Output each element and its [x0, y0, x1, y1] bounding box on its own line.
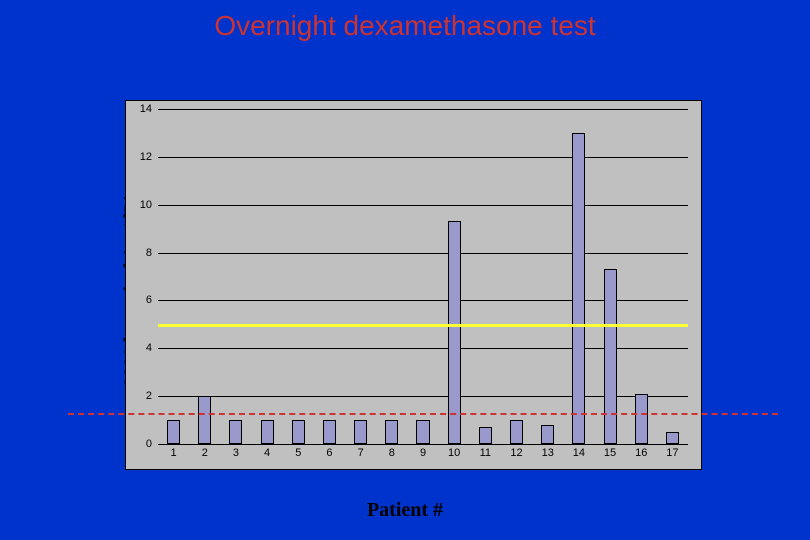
gridline	[158, 205, 688, 206]
y-tick-label: 2	[146, 390, 158, 402]
x-tick-label: 2	[202, 444, 208, 459]
plot-area: 024681012141234567891011121314151617	[158, 109, 688, 444]
y-tick-label: 12	[140, 151, 158, 163]
y-tick-label: 6	[146, 294, 158, 306]
bar	[448, 221, 461, 444]
x-tick-label: 5	[295, 444, 301, 459]
x-tick-label: 14	[573, 444, 585, 459]
x-tick-label: 17	[666, 444, 678, 459]
bar	[198, 396, 211, 444]
bar	[261, 420, 274, 444]
x-tick-label: 13	[542, 444, 554, 459]
x-tick-label: 7	[358, 444, 364, 459]
x-tick-label: 4	[264, 444, 270, 459]
slide-root: Overnight dexamethasone test 0800 h cort…	[0, 0, 810, 540]
x-tick-label: 15	[604, 444, 616, 459]
y-tick-label: 0	[146, 438, 158, 450]
x-axis-label: Patient #	[0, 499, 810, 522]
gridline	[158, 157, 688, 158]
x-tick-label: 12	[510, 444, 522, 459]
y-tick-label: 8	[146, 247, 158, 259]
bar	[635, 394, 648, 444]
x-tick-label: 3	[233, 444, 239, 459]
x-tick-label: 9	[420, 444, 426, 459]
x-tick-label: 11	[480, 444, 491, 459]
gridline	[158, 109, 688, 110]
bar	[541, 425, 554, 444]
bar	[167, 420, 180, 444]
y-tick-label: 14	[140, 103, 158, 115]
bar	[323, 420, 336, 444]
x-tick-label: 6	[326, 444, 332, 459]
chart-title: Overnight dexamethasone test	[0, 10, 810, 42]
bar	[416, 420, 429, 444]
x-tick-label: 8	[389, 444, 395, 459]
bar	[572, 133, 585, 444]
bar	[479, 427, 492, 444]
bar	[354, 420, 367, 444]
x-tick-label: 10	[448, 444, 460, 459]
y-tick-label: 4	[146, 342, 158, 354]
bar	[229, 420, 242, 444]
bar	[510, 420, 523, 444]
gridline	[158, 253, 688, 254]
x-tick-label: 1	[171, 444, 177, 459]
bar	[604, 269, 617, 444]
bar	[292, 420, 305, 444]
bar	[666, 432, 679, 444]
bar	[385, 420, 398, 444]
threshold-line-dashed	[68, 413, 778, 415]
y-tick-label: 10	[140, 199, 158, 211]
x-tick-label: 16	[635, 444, 647, 459]
